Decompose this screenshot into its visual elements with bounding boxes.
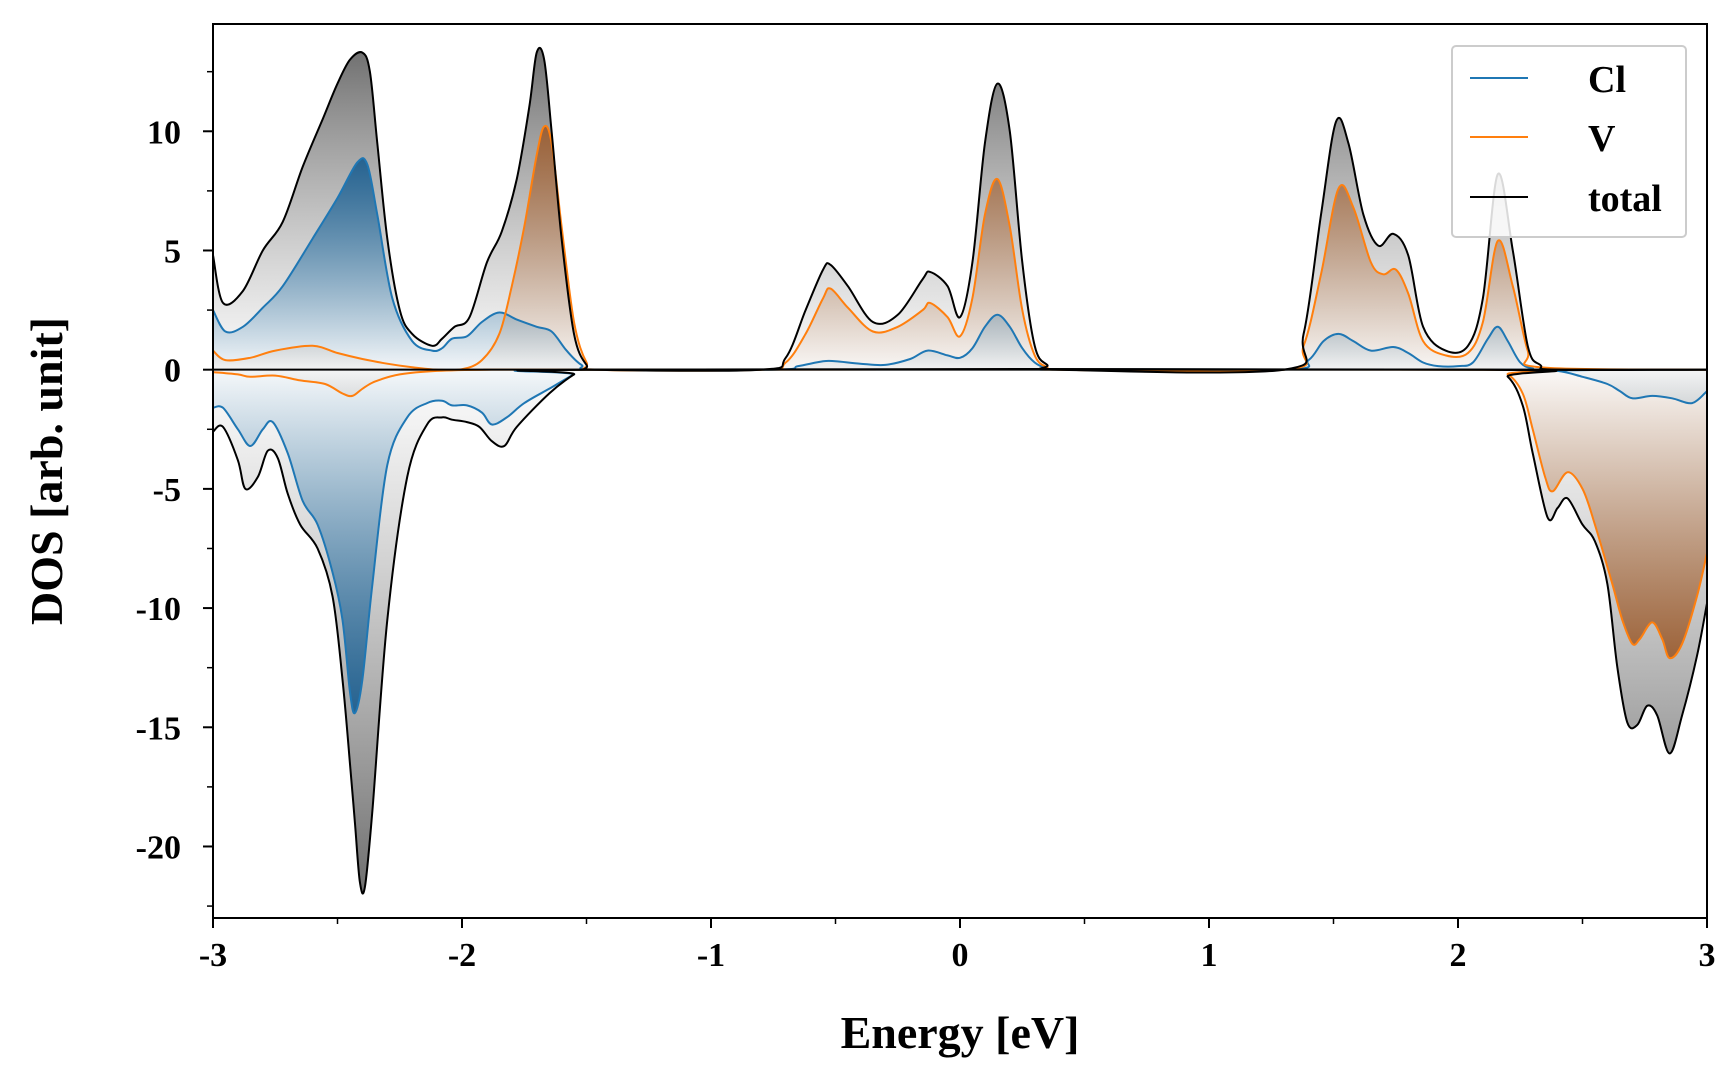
x-tick-label: 2 xyxy=(1450,937,1467,974)
y-tick-label: -5 xyxy=(153,472,181,509)
line-total-down xyxy=(212,367,1708,895)
legend-box xyxy=(1451,45,1687,238)
area-fill-cl-down xyxy=(213,369,1707,714)
y-tick-label: -20 xyxy=(136,829,181,866)
line-total-up xyxy=(212,46,1708,374)
legend-label-cl: Cl xyxy=(1588,59,1626,101)
line-cl-down xyxy=(212,368,1708,715)
x-axis-label: Energy [eV] xyxy=(841,1007,1080,1058)
legend: Cl V total xyxy=(1451,45,1687,238)
y-tick-label: -10 xyxy=(136,591,181,628)
y-tick-label: 5 xyxy=(164,233,181,270)
x-tick-label: -2 xyxy=(448,937,476,974)
area-fill-v-up xyxy=(213,125,1707,372)
area-fill-total-down xyxy=(213,368,1707,894)
x-tick-label: 0 xyxy=(952,937,969,974)
legend-label-v: V xyxy=(1588,118,1616,160)
x-tick-label: 3 xyxy=(1699,937,1716,974)
area-fill-v-down xyxy=(213,369,1707,659)
y-tick-label: 10 xyxy=(147,114,181,151)
line-cl-up xyxy=(212,157,1708,372)
line-v-up xyxy=(212,124,1708,373)
y-axis-label: DOS [arb. unit] xyxy=(21,317,72,625)
area-fill-cl-up xyxy=(213,158,1707,371)
x-tick-label: 1 xyxy=(1201,937,1218,974)
x-tick-label: -1 xyxy=(697,937,725,974)
x-tick-label: -3 xyxy=(199,937,227,974)
series-lines xyxy=(212,46,1708,895)
y-tick-label: -15 xyxy=(136,710,181,747)
y-tick-label: 0 xyxy=(164,353,181,390)
legend-label-total: total xyxy=(1588,178,1662,220)
